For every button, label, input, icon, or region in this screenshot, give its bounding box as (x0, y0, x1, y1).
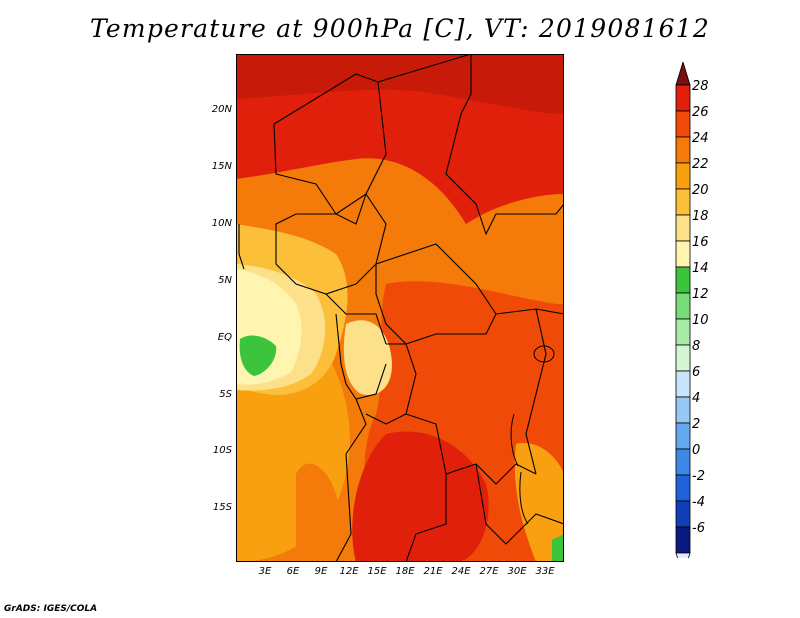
temp-field-south-hot (352, 431, 489, 562)
colorbar-label-24: 24 (692, 131, 709, 146)
colorbar-label-neg6: -6 (692, 521, 705, 536)
temp-field-sahara (236, 54, 564, 114)
lon-label-9e: 9E (314, 566, 328, 577)
colorbar-box (675, 162, 691, 190)
colorbar-label-10: 10 (692, 313, 709, 328)
colorbar-label-4: 4 (692, 391, 701, 406)
lon-label-27e: 27E (479, 566, 499, 577)
colorbar-label-20: 20 (692, 183, 709, 198)
lon-label-21e: 21E (423, 566, 443, 577)
colorbar-box (675, 344, 691, 372)
temp-field-cool-patch (239, 335, 277, 376)
colorbar-box (675, 448, 691, 476)
lat-label-15s: 15S (212, 502, 232, 513)
colorbar-box (675, 110, 691, 138)
temp-field-east-highland (514, 443, 564, 562)
lat-label-5s: 5S (219, 389, 232, 400)
colorbar-box (675, 370, 691, 398)
colorbar-box (675, 84, 691, 112)
colorbar-arrow-bottom (675, 552, 691, 558)
colorbar-box (675, 240, 691, 268)
colorbar-box (675, 136, 691, 164)
colorbar-label-8: 8 (692, 339, 701, 354)
lon-label-30e: 30E (507, 566, 527, 577)
temp-field-angola-inland (296, 463, 339, 562)
colorbar-box (675, 318, 691, 346)
colorbar-label-neg4: -4 (692, 495, 705, 510)
temp-field-cool-corner (552, 534, 564, 562)
colorbar-box (675, 188, 691, 216)
lat-label-10n: 10N (211, 218, 232, 229)
lon-label-24e: 24E (451, 566, 471, 577)
colorbar-box (675, 396, 691, 424)
colorbar-label-12: 12 (692, 287, 709, 302)
colorbar-label-28: 28 (692, 79, 709, 94)
credit-footer: GrADS: IGES/COLA (4, 604, 98, 614)
colorbar-box (675, 292, 691, 320)
lat-label-10s: 10S (212, 445, 232, 456)
colorbar-label-2: 2 (692, 417, 701, 432)
lon-label-3e: 3E (258, 566, 272, 577)
lon-label-6e: 6E (286, 566, 300, 577)
colorbar-label-16: 16 (692, 235, 709, 250)
colorbar-label-26: 26 (692, 105, 709, 120)
colorbar-label-14: 14 (692, 261, 709, 276)
lakes (510, 345, 555, 525)
colorbar-box (675, 526, 691, 554)
colorbar-box (675, 422, 691, 450)
lat-label-15n: 15N (211, 161, 232, 172)
color-bar (675, 62, 691, 558)
colorbar-box (675, 474, 691, 502)
lon-label-33e: 33E (535, 566, 555, 577)
lon-label-12e: 12E (339, 566, 359, 577)
lon-label-15e: 15E (367, 566, 387, 577)
colorbar-label-6: 6 (692, 365, 701, 380)
colorbar-arrow-top (675, 62, 691, 86)
colorbar-box (675, 500, 691, 528)
colorbar-label-0: 0 (692, 443, 701, 458)
temp-field-central (343, 320, 392, 395)
map-border (236, 54, 564, 562)
map-panel (236, 54, 564, 562)
lon-label-18e: 18E (395, 566, 415, 577)
colorbar-box (675, 266, 691, 294)
map-title: Temperature at 900hPa [C], VT: 201908161… (90, 14, 710, 43)
lat-label-eq: EQ (217, 332, 232, 343)
country-borders (238, 54, 564, 562)
lat-label-5n: 5N (218, 275, 232, 286)
colorbar-label-18: 18 (692, 209, 709, 224)
colorbar-label-neg2: -2 (692, 469, 705, 484)
colorbar-label-22: 22 (692, 157, 709, 172)
temperature-map (236, 54, 564, 562)
colorbar-box (675, 214, 691, 242)
lat-label-20n: 20N (211, 104, 232, 115)
